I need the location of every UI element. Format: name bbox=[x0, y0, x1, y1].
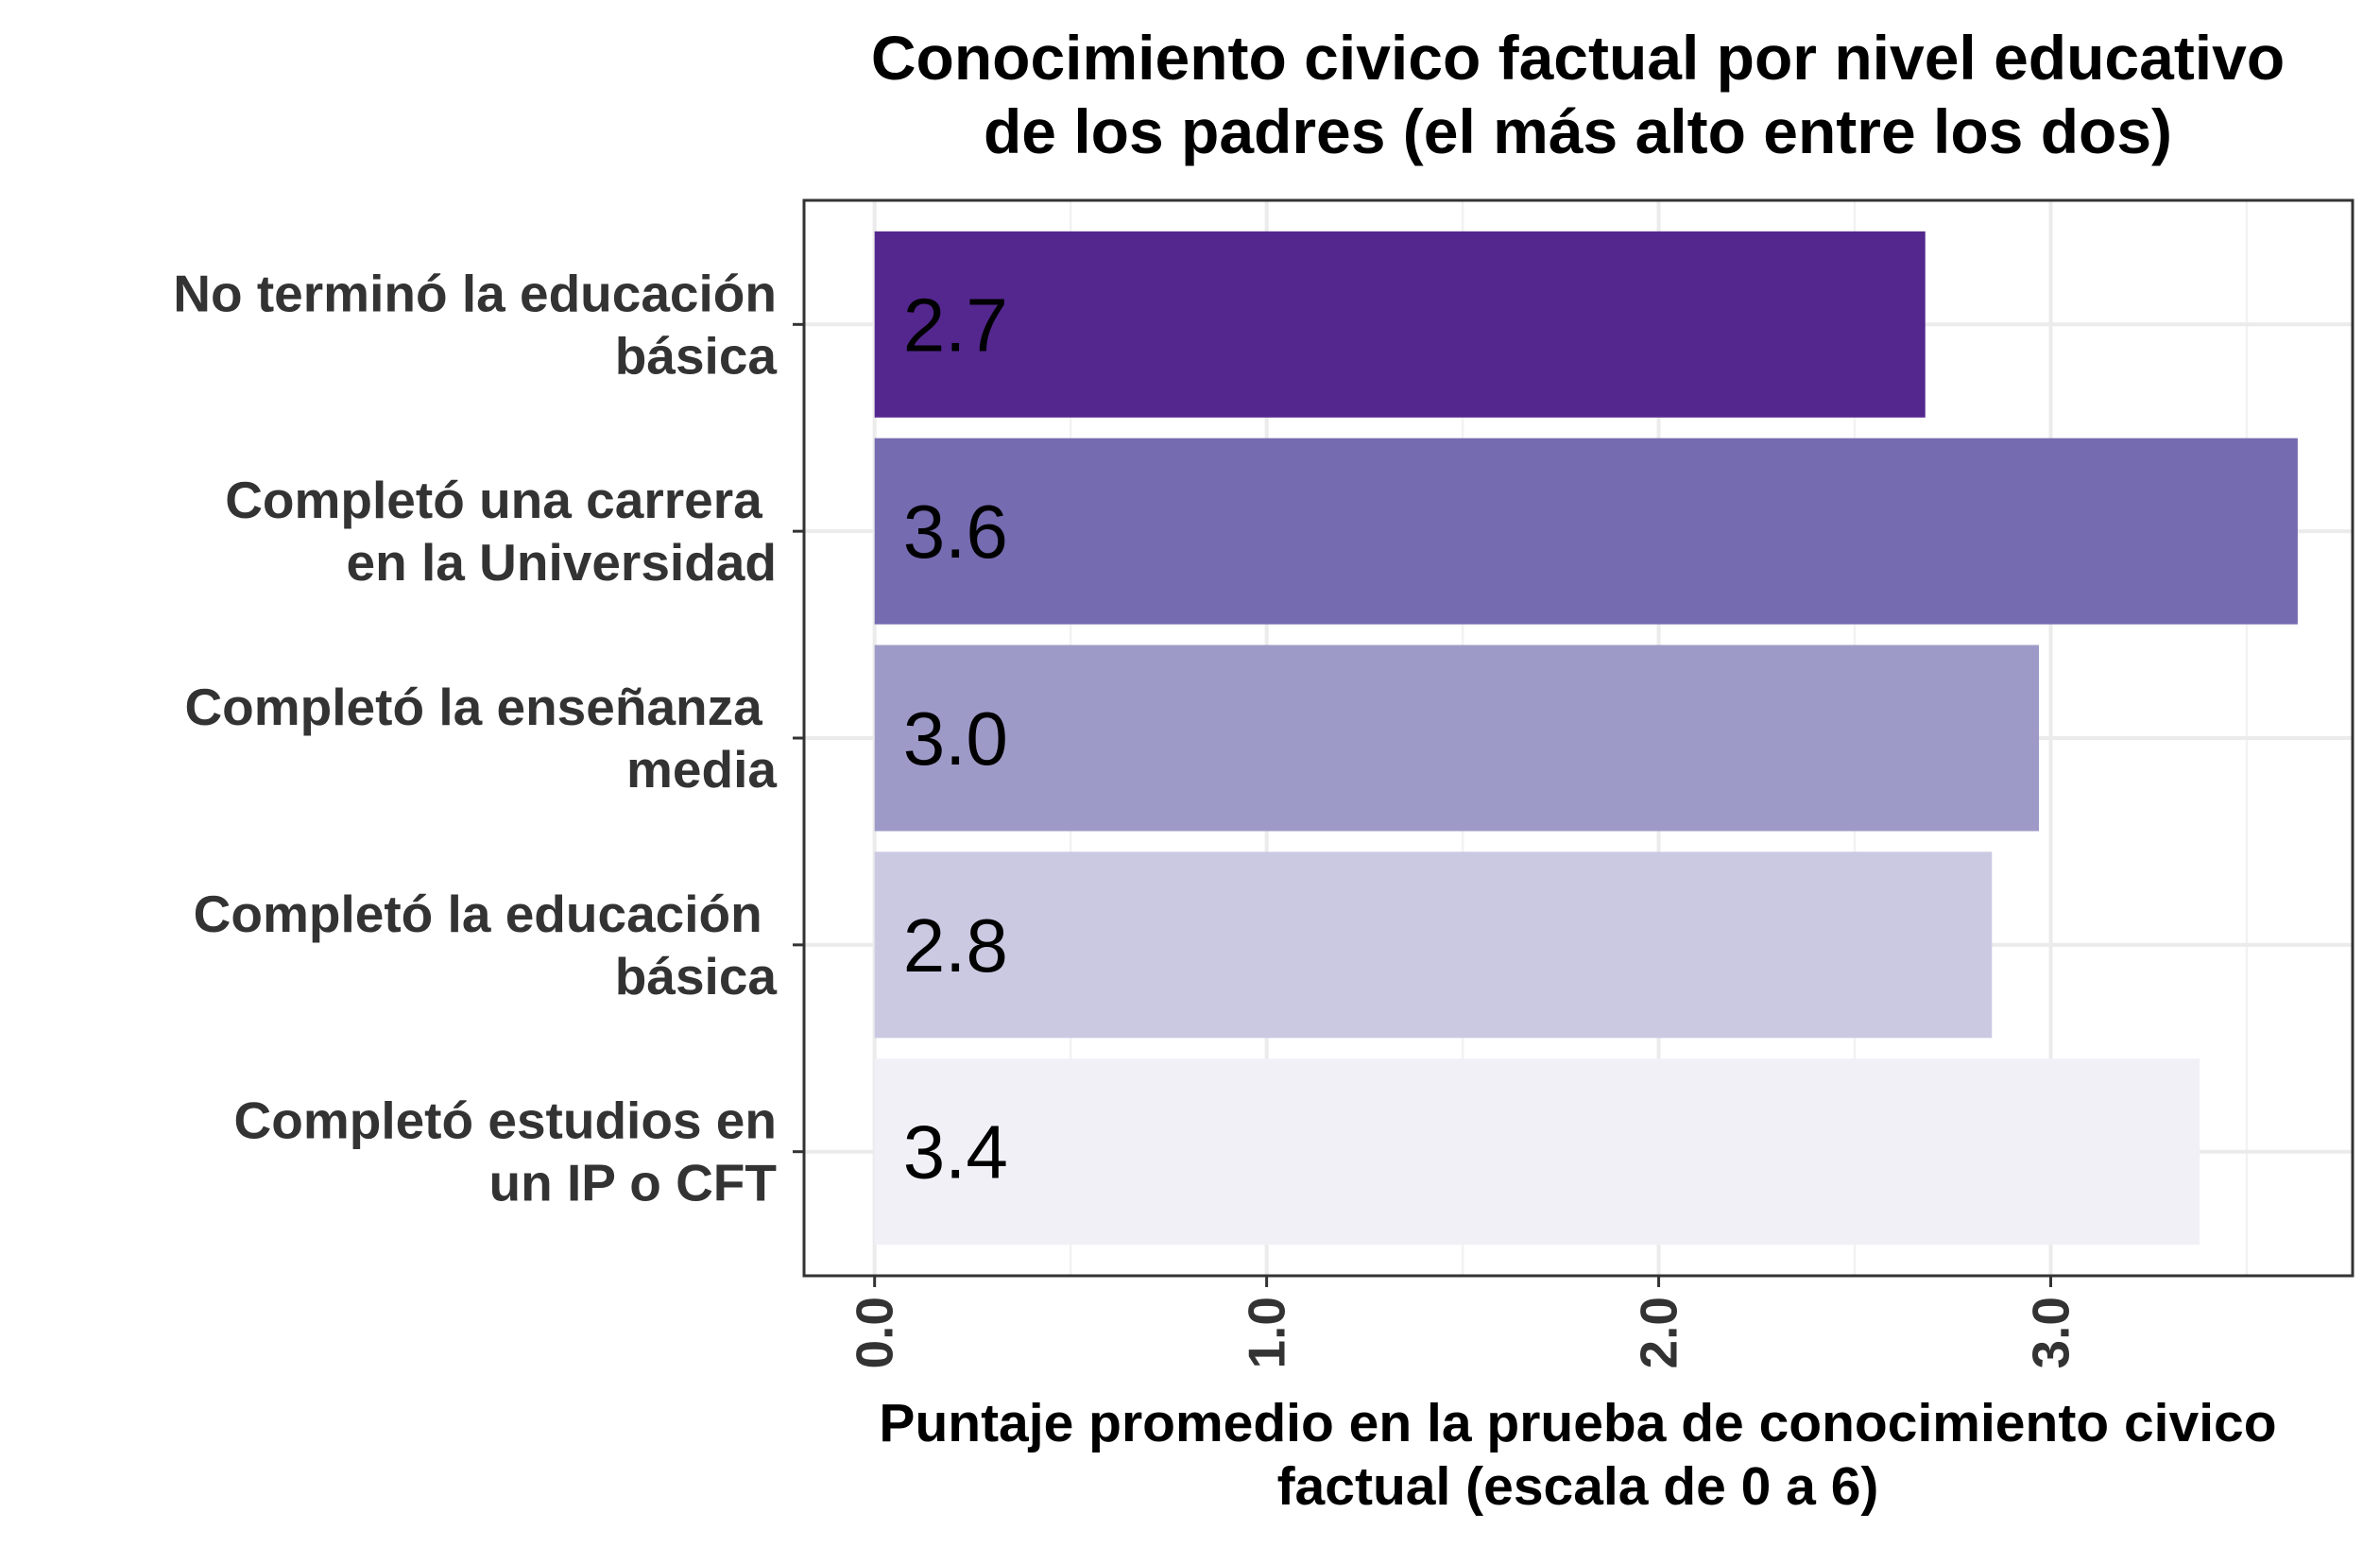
bar bbox=[874, 231, 1926, 418]
x-tick-label: 2.0 bbox=[1630, 1297, 1688, 1368]
x-tick-label: 1.0 bbox=[1238, 1297, 1296, 1368]
x-axis-title-line: Puntaje promedio en la prueba de conocim… bbox=[879, 1393, 2276, 1453]
category-label: básica bbox=[615, 947, 778, 1006]
category-label: No terminó la educación bbox=[173, 264, 777, 322]
chart-title-line: Conocimiento civico factual por nivel ed… bbox=[871, 23, 2285, 93]
x-axis-title: Puntaje promedio en la prueba de conocim… bbox=[879, 1393, 2276, 1517]
data-label: 3.6 bbox=[903, 490, 1008, 574]
x-axis-title-line: factual (escala de 0 a 6) bbox=[1277, 1456, 1879, 1517]
chart-title: Conocimiento civico factual por nivel ed… bbox=[871, 23, 2285, 166]
category-label: Completó la enseñanza bbox=[184, 678, 777, 736]
category-label: en la Universidad bbox=[347, 533, 777, 592]
x-tick-label: 3.0 bbox=[2021, 1297, 2080, 1368]
data-label: 3.4 bbox=[903, 1110, 1008, 1195]
category-label: un IP o CFT bbox=[488, 1154, 777, 1212]
data-label: 3.0 bbox=[903, 696, 1008, 781]
data-label: 2.8 bbox=[903, 903, 1008, 988]
bar bbox=[874, 1058, 2200, 1246]
category-label: media bbox=[626, 740, 777, 799]
category-label: Completó estudios en bbox=[234, 1091, 778, 1150]
category-label: Completó una carrera bbox=[225, 471, 777, 529]
bar bbox=[874, 438, 2298, 625]
category-label: Completó la educación bbox=[194, 885, 777, 943]
category-label: básica bbox=[615, 326, 778, 385]
x-tick-label: 0.0 bbox=[846, 1297, 904, 1368]
bars bbox=[874, 231, 2298, 1246]
chart-title-line: de los padres (el más alto entre los dos… bbox=[984, 96, 2172, 166]
bar bbox=[874, 851, 1993, 1039]
data-label: 2.7 bbox=[903, 283, 1008, 367]
data-labels: 2.7 3.6 3.0 2.8 3.4 bbox=[903, 283, 1008, 1194]
bar bbox=[874, 645, 2040, 832]
x-axis: 0.0 1.0 2.0 3.0 bbox=[846, 1276, 2080, 1368]
